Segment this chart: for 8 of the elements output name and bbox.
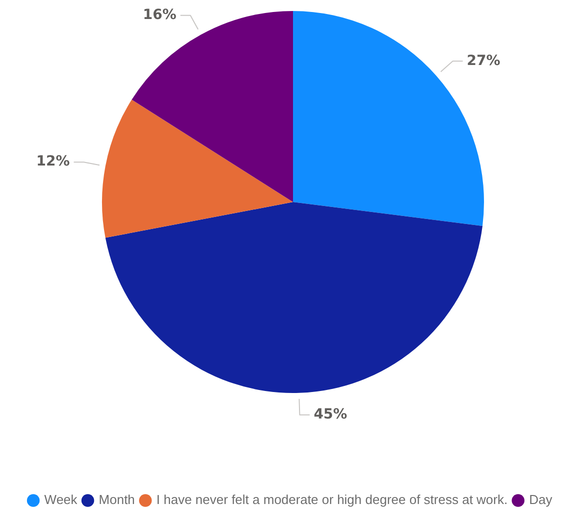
legend-label: Week bbox=[44, 492, 78, 508]
legend-label: Month bbox=[98, 492, 135, 508]
data-label: 45% bbox=[314, 406, 348, 423]
legend-label: Day bbox=[529, 492, 553, 508]
data-label: 16% bbox=[142, 6, 176, 23]
legend-label: I have never felt a moderate or high degree of stress at work. bbox=[156, 492, 508, 508]
data-label: 27% bbox=[466, 52, 500, 69]
data-label: 12% bbox=[36, 154, 70, 170]
